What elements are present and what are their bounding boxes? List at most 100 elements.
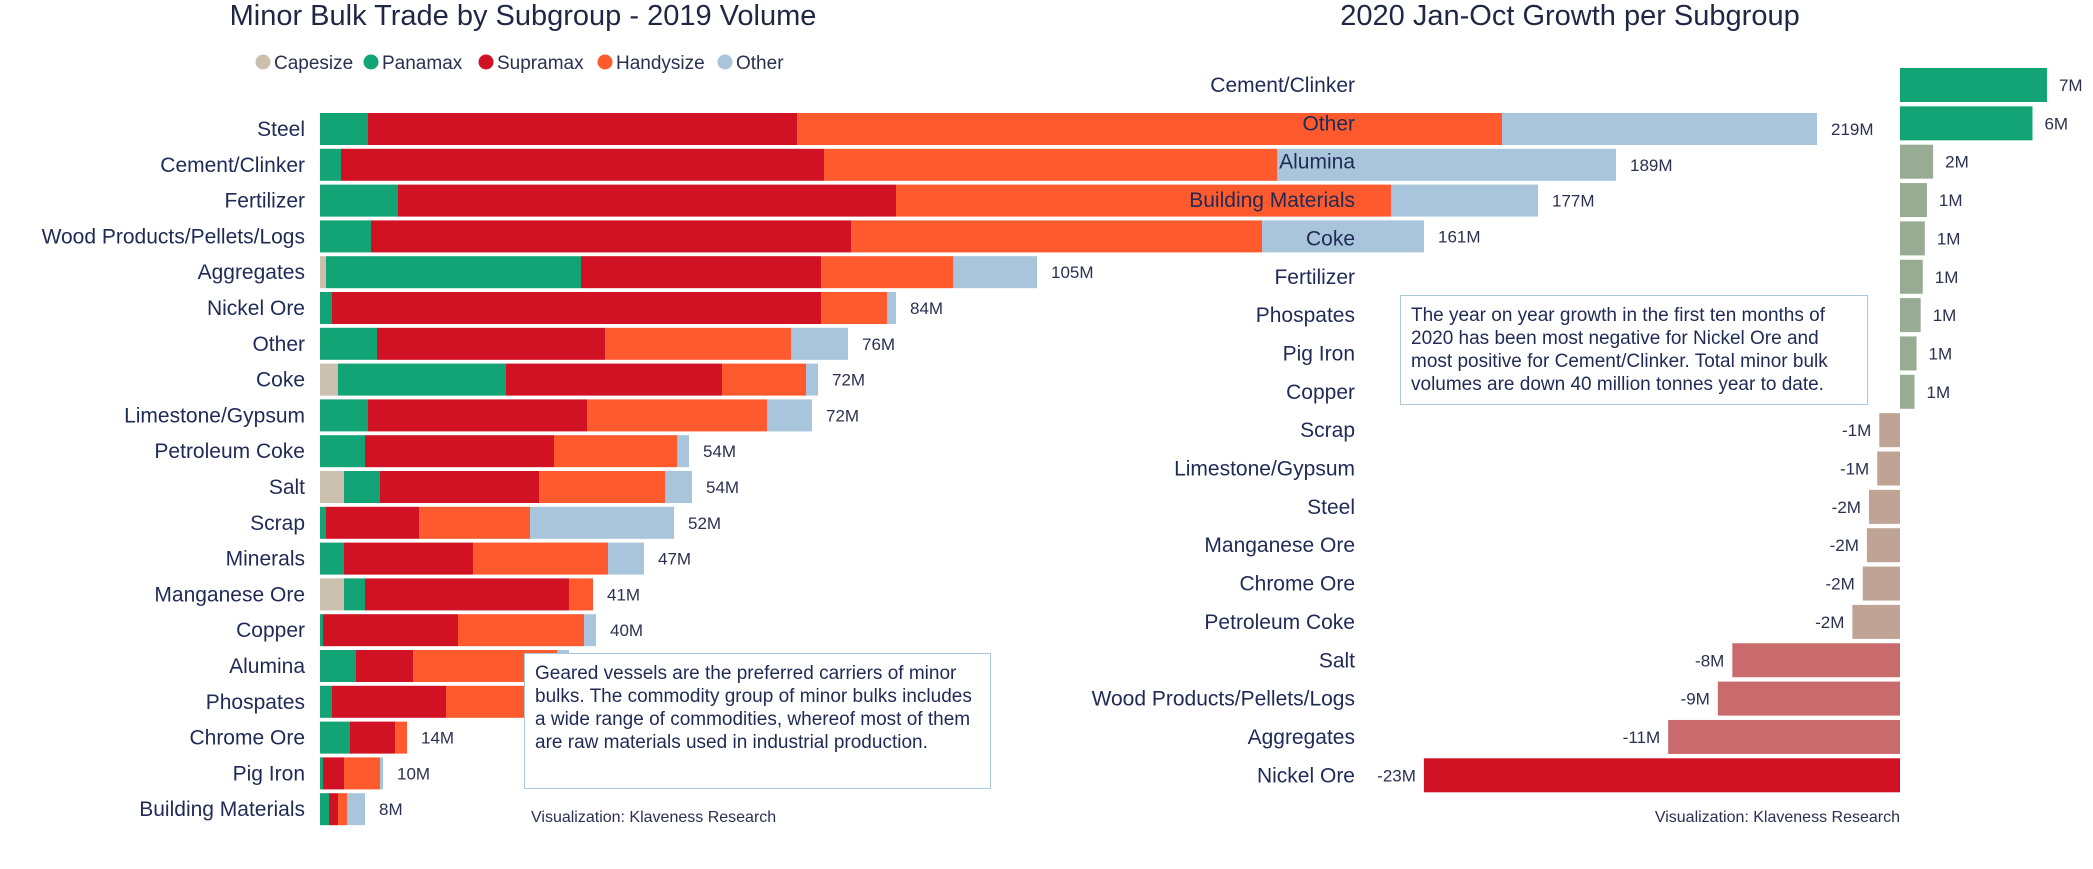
bar-phospates-panamax[interactable]	[320, 685, 332, 718]
bar-aggregates-capesize[interactable]	[320, 256, 326, 289]
bar-chrome-ore-panamax[interactable]	[320, 721, 350, 754]
bar-minerals-handysize[interactable]	[473, 542, 608, 575]
growth-bar-cement-clinker[interactable]	[1900, 68, 2047, 102]
bar-aggregates-supramax[interactable]	[581, 256, 821, 289]
bar-pig-iron-handysize[interactable]	[344, 757, 380, 790]
bar-steel-handysize[interactable]	[797, 113, 1502, 145]
growth-bar-scrap[interactable]	[1879, 413, 1900, 448]
bar-minerals-panamax[interactable]	[320, 542, 344, 575]
bar-manganese-ore-supramax[interactable]	[365, 578, 569, 611]
bar-limestone-gypsum-panamax[interactable]	[320, 399, 368, 432]
bar-wood-products-pellets-logs-panamax[interactable]	[320, 220, 371, 253]
bar-coke-panamax[interactable]	[338, 363, 506, 396]
bar-coke-supramax[interactable]	[506, 363, 722, 396]
legend-marker-panamax[interactable]	[363, 54, 379, 70]
legend-label-handysize[interactable]: Handysize	[616, 53, 705, 74]
legend-label-supramax[interactable]: Supramax	[497, 53, 584, 74]
bar-coke-handysize[interactable]	[722, 363, 806, 396]
bar-manganese-ore-capesize[interactable]	[320, 578, 344, 611]
bar-pig-iron-supramax[interactable]	[323, 757, 344, 790]
bar-limestone-gypsum-other[interactable]	[767, 399, 812, 432]
bar-other-other[interactable]	[791, 327, 848, 360]
bar-salt-supramax[interactable]	[380, 471, 539, 503]
bar-aggregates-handysize[interactable]	[821, 256, 953, 289]
bar-coke-other[interactable]	[806, 363, 818, 396]
bar-steel-panamax[interactable]	[320, 113, 368, 145]
bar-cement-clinker-supramax[interactable]	[341, 148, 824, 181]
bar-cement-clinker-other[interactable]	[1277, 148, 1616, 181]
bar-phospates-supramax[interactable]	[332, 685, 446, 718]
bar-other-handysize[interactable]	[605, 327, 791, 360]
bar-chrome-ore-handysize[interactable]	[395, 721, 407, 754]
legend-marker-handysize[interactable]	[597, 54, 613, 70]
bar-nickel-ore-other[interactable]	[887, 292, 896, 324]
growth-bar-petroleum-coke[interactable]	[1852, 604, 1900, 639]
bar-fertilizer-handysize[interactable]	[896, 184, 1391, 217]
bar-scrap-handysize[interactable]	[419, 506, 530, 539]
bar-alumina-supramax[interactable]	[356, 650, 413, 682]
bar-petroleum-coke-panamax[interactable]	[320, 435, 365, 468]
bar-fertilizer-supramax[interactable]	[398, 184, 896, 217]
bar-cement-clinker-handysize[interactable]	[824, 148, 1277, 181]
bar-copper-other[interactable]	[584, 614, 596, 647]
bar-wood-products-pellets-logs-handysize[interactable]	[851, 220, 1262, 253]
bar-copper-panamax[interactable]	[320, 614, 323, 647]
bar-petroleum-coke-other[interactable]	[677, 435, 689, 468]
bar-steel-supramax[interactable]	[368, 113, 797, 145]
bar-limestone-gypsum-handysize[interactable]	[587, 399, 767, 432]
bar-building-materials-supramax[interactable]	[329, 793, 338, 826]
bar-minerals-other[interactable]	[608, 542, 644, 575]
bar-salt-handysize[interactable]	[539, 471, 665, 503]
bar-other-panamax[interactable]	[320, 327, 377, 360]
growth-bar-pig-iron[interactable]	[1900, 336, 1917, 371]
legend-label-capesize[interactable]: Capesize	[274, 53, 353, 74]
bar-scrap-supramax[interactable]	[326, 506, 419, 539]
bar-scrap-panamax[interactable]	[320, 506, 326, 539]
bar-pig-iron-other[interactable]	[380, 757, 383, 790]
bar-other-supramax[interactable]	[377, 327, 605, 360]
bar-fertilizer-panamax[interactable]	[320, 184, 398, 217]
legend-label-other[interactable]: Other	[736, 53, 784, 74]
bar-building-materials-other[interactable]	[347, 793, 365, 826]
bar-fertilizer-other[interactable]	[1391, 184, 1538, 217]
bar-copper-handysize[interactable]	[458, 614, 584, 647]
bar-aggregates-panamax[interactable]	[326, 256, 581, 289]
bar-nickel-ore-supramax[interactable]	[332, 292, 821, 324]
bar-petroleum-coke-handysize[interactable]	[554, 435, 677, 468]
legend-marker-capesize[interactable]	[255, 54, 271, 70]
growth-bar-coke[interactable]	[1900, 221, 1925, 256]
growth-bar-steel[interactable]	[1868, 489, 1900, 524]
legend-marker-supramax[interactable]	[478, 54, 494, 70]
growth-bar-manganese-ore[interactable]	[1866, 528, 1900, 563]
bar-cement-clinker-panamax[interactable]	[320, 148, 341, 181]
bar-alumina-panamax[interactable]	[320, 650, 356, 682]
growth-bar-wood-products-pellets-logs[interactable]	[1717, 681, 1900, 716]
bar-chrome-ore-supramax[interactable]	[350, 721, 395, 754]
bar-copper-supramax[interactable]	[323, 614, 458, 647]
growth-bar-building-materials[interactable]	[1900, 183, 1927, 218]
bar-petroleum-coke-supramax[interactable]	[365, 435, 554, 468]
growth-bar-limestone-gypsum[interactable]	[1877, 451, 1900, 486]
growth-bar-alumina[interactable]	[1900, 144, 1934, 179]
bar-steel-other[interactable]	[1502, 113, 1817, 145]
bar-nickel-ore-panamax[interactable]	[320, 292, 332, 324]
bar-wood-products-pellets-logs-other[interactable]	[1262, 220, 1424, 253]
legend-label-panamax[interactable]: Panamax	[382, 53, 463, 74]
bar-salt-panamax[interactable]	[344, 471, 380, 503]
bar-pig-iron-panamax[interactable]	[320, 757, 323, 790]
growth-bar-chrome-ore[interactable]	[1862, 566, 1900, 601]
bar-manganese-ore-panamax[interactable]	[344, 578, 365, 611]
growth-bar-copper[interactable]	[1900, 374, 1915, 409]
bar-salt-other[interactable]	[665, 471, 692, 503]
bar-nickel-ore-handysize[interactable]	[821, 292, 887, 324]
growth-bar-salt[interactable]	[1732, 643, 1900, 678]
bar-salt-capesize[interactable]	[320, 471, 344, 503]
bar-wood-products-pellets-logs-supramax[interactable]	[371, 220, 851, 253]
growth-bar-nickel-ore[interactable]	[1423, 758, 1900, 793]
bar-manganese-ore-handysize[interactable]	[569, 578, 593, 611]
growth-bar-fertilizer[interactable]	[1900, 259, 1923, 294]
legend-marker-other[interactable]	[717, 54, 733, 70]
bar-aggregates-other[interactable]	[953, 256, 1037, 289]
bar-minerals-supramax[interactable]	[344, 542, 473, 575]
bar-coke-capesize[interactable]	[320, 363, 338, 396]
